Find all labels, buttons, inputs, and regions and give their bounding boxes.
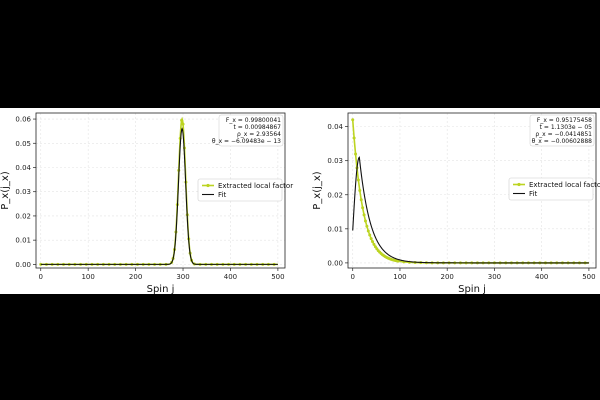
data-point xyxy=(363,219,367,223)
x-tick-label: 200 xyxy=(441,273,454,281)
annotation-line: F_x = 0.99800041 xyxy=(226,117,281,124)
legend-marker xyxy=(517,182,521,187)
annotation-box xyxy=(218,114,284,147)
data-point xyxy=(362,213,366,217)
legend-label: Fit xyxy=(529,190,537,198)
x-tick-label: 500 xyxy=(271,273,284,281)
y-tick-label: 0.00 xyxy=(15,261,31,269)
y-tick-label: 0.04 xyxy=(327,123,343,131)
legend-box xyxy=(508,177,594,201)
x-tick-label: 400 xyxy=(224,273,237,281)
data-point xyxy=(352,136,356,140)
plot-frame xyxy=(347,112,597,269)
legend-label: Fit xyxy=(218,191,226,199)
data-point xyxy=(351,118,355,122)
annotation-line: t = 1.1303e − 05 xyxy=(540,124,593,131)
y-tick-label: 0.05 xyxy=(15,140,31,148)
y-tick-label: 0.02 xyxy=(327,191,343,199)
x-tick-label: 300 xyxy=(488,273,501,281)
data-point xyxy=(354,152,358,156)
annotation-line: θ_x = −6.09483e − 13 xyxy=(212,138,281,145)
x-axis-label: Spin j xyxy=(458,284,486,294)
x-tick-label: 0 xyxy=(350,273,354,281)
x-tick-label: 0 xyxy=(39,273,43,281)
x-tick-label: 100 xyxy=(393,273,406,281)
legend-box xyxy=(197,178,283,202)
y-axis-label: P_x(j_x) xyxy=(0,171,11,210)
x-tick-label: 300 xyxy=(176,273,189,281)
subplot-1: 0 100 200 300 400 500 0.00 0.01 0.02 0.03 0.04 0.05… xyxy=(0,112,293,294)
x-tick-label: 200 xyxy=(129,273,142,281)
annotation-line: F_x = 0.95175458 xyxy=(537,117,592,124)
data-point xyxy=(366,229,370,233)
data-point xyxy=(368,233,372,237)
y-tick-label: 0.01 xyxy=(327,225,343,233)
y-tick-label: 0.06 xyxy=(15,116,31,124)
series-line-fit xyxy=(352,156,589,264)
x-tick-label: 400 xyxy=(535,273,548,281)
y-tick-label: 0.03 xyxy=(327,157,343,165)
annotation-line: t = 0.00984867 xyxy=(234,124,282,131)
data-point xyxy=(359,198,363,202)
subplot-2: 0 100 200 300 400 500 0.00 0.01 0.02 0.03 0.04 Spin… xyxy=(312,112,600,294)
y-axis-label: P_x(j_x) xyxy=(312,171,323,210)
annotation-box xyxy=(529,114,595,147)
data-point xyxy=(369,237,373,241)
x-tick-label: 100 xyxy=(81,273,94,281)
data-point xyxy=(180,118,184,122)
legend-label: Extracted local factor xyxy=(218,182,293,190)
y-tick-label: 0.03 xyxy=(15,188,31,196)
data-point xyxy=(356,178,360,182)
data-point xyxy=(365,224,369,228)
figure: 0 100 200 300 400 500 0.00 0.01 0.02 0.03 0.04 0.05… xyxy=(0,108,600,294)
x-tick-label: 500 xyxy=(582,273,595,281)
data-point xyxy=(396,259,400,263)
data-point xyxy=(181,122,185,126)
plot-frame xyxy=(35,112,286,269)
data-point xyxy=(358,189,362,193)
legend-marker xyxy=(206,183,210,188)
annotation-line: θ_x = −0.00602888 xyxy=(532,138,593,145)
series-line-fit xyxy=(40,127,278,265)
y-tick-label: 0.01 xyxy=(15,237,31,245)
x-axis-label: Spin j xyxy=(147,284,175,294)
annotation-line: ρ_x = 2.93564 xyxy=(237,131,281,138)
annotation-line: ρ_x = −0.0414851 xyxy=(535,131,592,138)
y-tick-label: 0.02 xyxy=(15,212,31,220)
y-tick-label: 0.04 xyxy=(15,164,31,172)
y-tick-label: 0.00 xyxy=(327,259,343,267)
data-point xyxy=(361,206,365,210)
data-point xyxy=(372,242,376,246)
legend-label: Extracted local factor xyxy=(529,181,600,189)
figure-canvas: 0 100 200 300 400 500 0.00 0.01 0.02 0.03 0.04 0.05… xyxy=(0,112,600,294)
data-point xyxy=(371,240,375,244)
